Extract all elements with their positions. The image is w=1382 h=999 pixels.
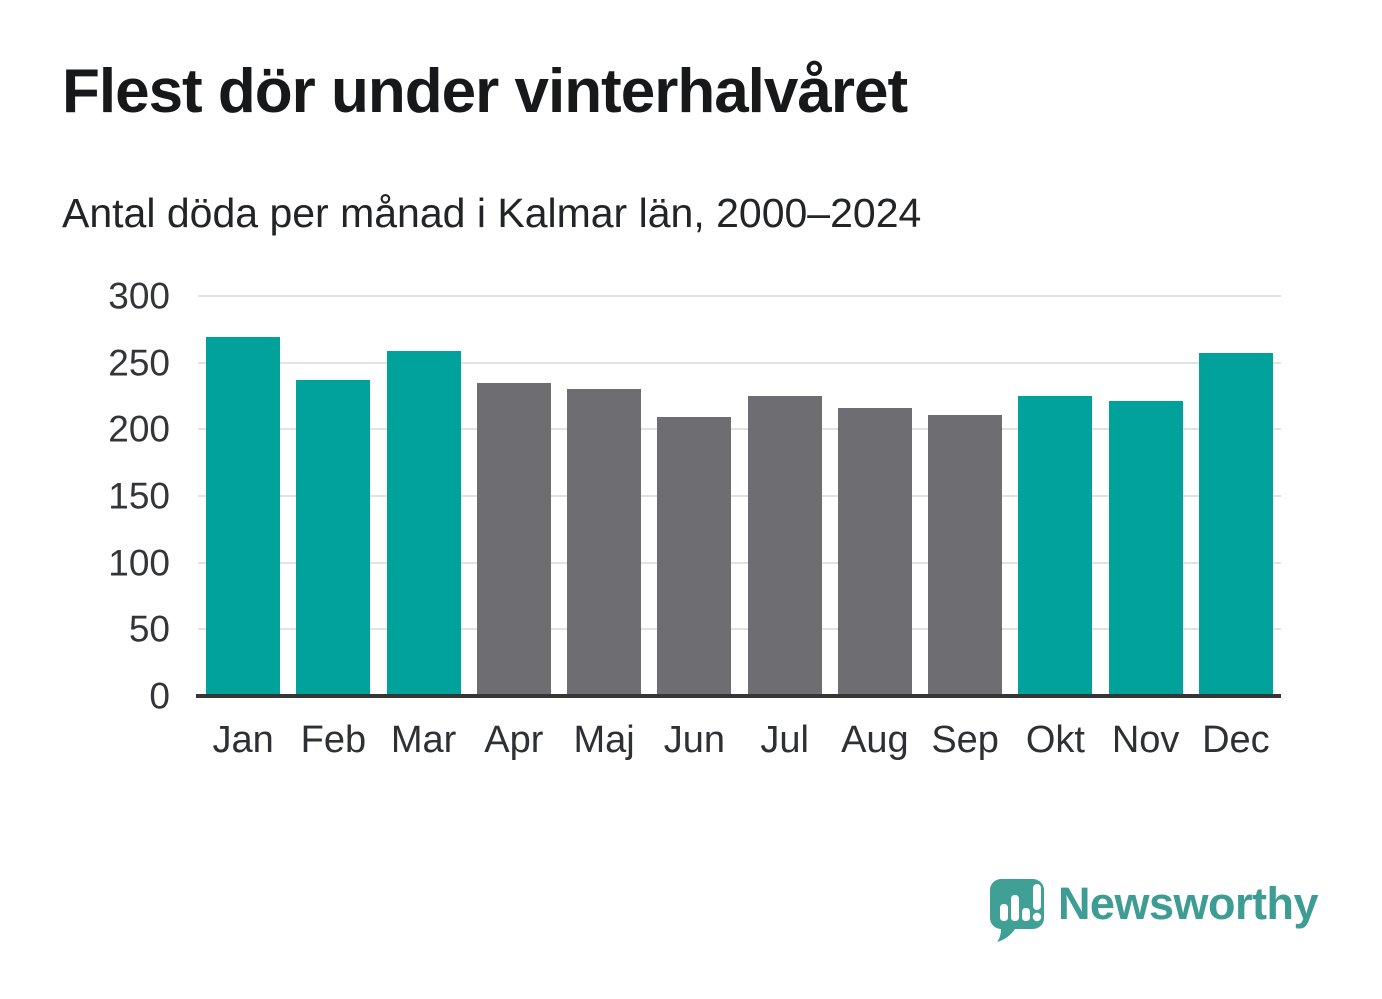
bar-jul — [747, 396, 822, 696]
y-axis-tick-label: 200 — [108, 408, 170, 450]
chart-title: Flest dör under vinterhalvåret — [62, 57, 908, 126]
x-axis-label-jul: Jul — [760, 719, 809, 761]
gridline-y-300 — [198, 295, 1281, 297]
gridline-y-150 — [198, 495, 1281, 497]
y-axis-tick-label: 250 — [108, 342, 170, 384]
x-axis-label-jan: Jan — [212, 719, 274, 761]
y-axis-tick-label: 0 — [149, 675, 170, 717]
plot-area: 0 50 100 150 200 250 300 Jan Feb Mar Apr Maj Jun Jul A… — [108, 278, 1281, 761]
bar-aug — [837, 408, 912, 696]
chart-subtitle: Antal döda per månad i Kalmar län, 2000–… — [62, 190, 922, 236]
x-axis-label-sep: Sep — [931, 719, 999, 761]
logo-exclamation-stem — [1032, 884, 1041, 910]
x-axis-label-feb: Feb — [300, 719, 367, 761]
gridline-y-200 — [198, 428, 1281, 431]
x-axis-label-nov: Nov — [1111, 719, 1180, 761]
bar-sep — [928, 414, 1003, 696]
bar-mar — [386, 350, 461, 696]
x-axis-label-aug: Aug — [841, 719, 909, 761]
bar-feb — [296, 380, 371, 696]
bar-jan — [206, 337, 281, 696]
bar-apr — [476, 382, 551, 696]
gridline-y-50 — [198, 628, 1281, 631]
y-axis-tick-label: 300 — [108, 275, 170, 317]
bar-dec — [1198, 353, 1273, 696]
x-axis-label-jun: Jun — [663, 719, 726, 761]
newsworthy-logo-icon — [989, 879, 1044, 942]
gridline-y-100 — [198, 561, 1281, 564]
gridline-y-250 — [198, 361, 1281, 364]
y-axis-tick-label: 100 — [108, 542, 170, 584]
logo-bar-2 — [1010, 895, 1019, 921]
x-axis-label-okt: Okt — [1025, 719, 1085, 761]
x-axis-label-maj: Maj — [573, 719, 635, 761]
brand-footer: Newsworthy — [989, 878, 1319, 943]
bar-jun — [657, 417, 732, 696]
x-axis-label-apr: Apr — [484, 719, 544, 761]
x-axis-label-dec: Dec — [1202, 719, 1270, 761]
x-axis-label-mar: Mar — [390, 719, 457, 761]
y-axis-tick-label: 50 — [128, 608, 170, 650]
brand-name: Newsworthy — [1057, 878, 1319, 929]
bar-nov — [1108, 401, 1183, 696]
logo-exclamation-dot — [1032, 912, 1042, 922]
logo-bar-3 — [1021, 908, 1030, 921]
y-axis-tick-label: 150 — [108, 475, 170, 517]
logo-bar-1 — [999, 904, 1008, 921]
bar-okt — [1018, 396, 1093, 696]
bar-maj — [567, 389, 642, 696]
x-axis-line — [196, 694, 1281, 698]
